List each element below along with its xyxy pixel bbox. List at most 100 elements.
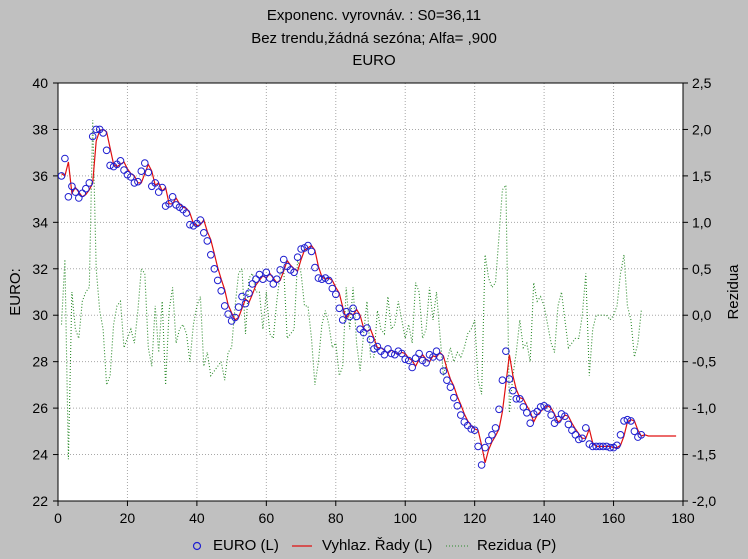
euro-point — [238, 292, 246, 301]
y-tick-label: 40 — [32, 75, 48, 91]
legend: EURO (L) Vyhlaz. Řady (L) Rezidua (P) — [0, 537, 748, 557]
euro-point — [422, 359, 430, 367]
x-tick-label: 80 — [328, 510, 344, 526]
euro-point — [578, 434, 587, 443]
euro-point — [443, 376, 451, 385]
euro-point — [92, 125, 100, 134]
euro-point — [61, 154, 69, 163]
euro-point — [602, 442, 611, 451]
x-tick-label: 0 — [54, 510, 62, 526]
euro-point — [387, 349, 396, 358]
smoothed-line — [61, 128, 677, 463]
y-tick-label: 36 — [32, 168, 48, 184]
euro-point — [297, 245, 305, 253]
euro-point — [57, 172, 66, 180]
euro-point — [151, 179, 159, 187]
residuals-series — [60, 120, 642, 460]
euro-point — [498, 376, 507, 385]
euro-point — [99, 129, 107, 137]
euro-point — [436, 353, 444, 361]
euro-point — [505, 375, 514, 383]
euro-point — [352, 312, 361, 321]
plot-area — [57, 82, 684, 502]
euro-point — [491, 424, 500, 432]
euro-point — [512, 395, 521, 403]
euro-point — [224, 310, 232, 318]
euro-point — [366, 335, 375, 344]
euro-point — [526, 419, 535, 428]
euro-point — [217, 287, 225, 295]
euro-point — [332, 290, 340, 299]
euro-point — [213, 276, 222, 285]
euro-point — [88, 132, 97, 141]
euro-point — [446, 383, 455, 392]
euro-point — [116, 157, 125, 165]
chart-title-line-2: Bez trendu,žádná sezóna; Alfa= ,900 — [251, 30, 497, 47]
euro-point — [273, 275, 281, 284]
euro-point — [502, 347, 510, 356]
y-tick-label: 24 — [32, 447, 48, 463]
euro-point — [338, 316, 347, 324]
euro-point — [349, 304, 357, 313]
x-tick-label: 40 — [189, 510, 205, 526]
euro-point — [328, 284, 337, 293]
x-tick-label: 60 — [259, 510, 275, 526]
euro-point — [186, 220, 194, 229]
euro-point — [141, 159, 149, 167]
y2-tick-label: 0,0 — [692, 307, 712, 323]
euro-point — [408, 363, 417, 372]
legend-marker-euro — [192, 541, 202, 551]
euro-point — [220, 302, 229, 310]
euro-point — [82, 184, 90, 193]
y2-tick-label: -0,5 — [692, 354, 716, 370]
euro-point — [276, 266, 285, 274]
y2-tick-label: -1,5 — [692, 447, 716, 463]
euro-point — [210, 265, 219, 273]
y2-axis-label: Rezidua — [725, 264, 742, 320]
euro-point — [165, 200, 173, 208]
euro-point — [398, 349, 406, 358]
euro-series — [57, 125, 646, 469]
y2-tick-label: 0,5 — [692, 261, 712, 277]
euro-point — [547, 411, 555, 419]
euro-point — [623, 415, 632, 424]
y-axis-label: EURO: — [7, 268, 24, 316]
euro-point — [470, 426, 479, 435]
euro-point — [196, 216, 205, 224]
y-tick-label: 28 — [32, 354, 48, 370]
legend-label-smoothed: Vyhlaz. Řady (L) — [322, 537, 433, 554]
euro-point — [279, 255, 288, 264]
euro-point — [488, 431, 496, 439]
euro-point — [307, 247, 316, 256]
euro-point — [144, 168, 153, 177]
y2-tick-label: 1,5 — [692, 168, 712, 184]
euro-point — [477, 461, 486, 469]
euro-point — [200, 229, 208, 237]
euro-point — [335, 304, 344, 313]
euro-point — [439, 367, 448, 375]
euro-point — [474, 442, 482, 451]
euro-point — [266, 274, 274, 282]
euro-point — [564, 420, 573, 429]
x-tick-label: 20 — [120, 510, 136, 526]
euro-point — [543, 404, 552, 412]
euro-point — [137, 167, 146, 175]
euro-point — [432, 347, 441, 356]
y-tick-label: 26 — [32, 400, 48, 416]
y2-tick-label: 2,0 — [692, 121, 712, 137]
euro-point — [516, 395, 524, 403]
euro-point — [241, 299, 250, 308]
euro-point — [561, 412, 569, 421]
smoothed-series — [61, 128, 677, 463]
euro-point — [64, 193, 73, 201]
euro-point — [363, 324, 371, 332]
euro-point — [290, 268, 298, 277]
euro-point — [203, 237, 212, 245]
euro-point — [630, 427, 639, 436]
euro-point — [575, 435, 583, 444]
legend-symbols — [192, 541, 468, 551]
y-tick-label: 38 — [32, 121, 48, 137]
y2-tick-label: 1,0 — [692, 214, 712, 230]
x-tick-label: 160 — [602, 510, 626, 526]
y2-tick-label: -2,0 — [692, 493, 716, 509]
